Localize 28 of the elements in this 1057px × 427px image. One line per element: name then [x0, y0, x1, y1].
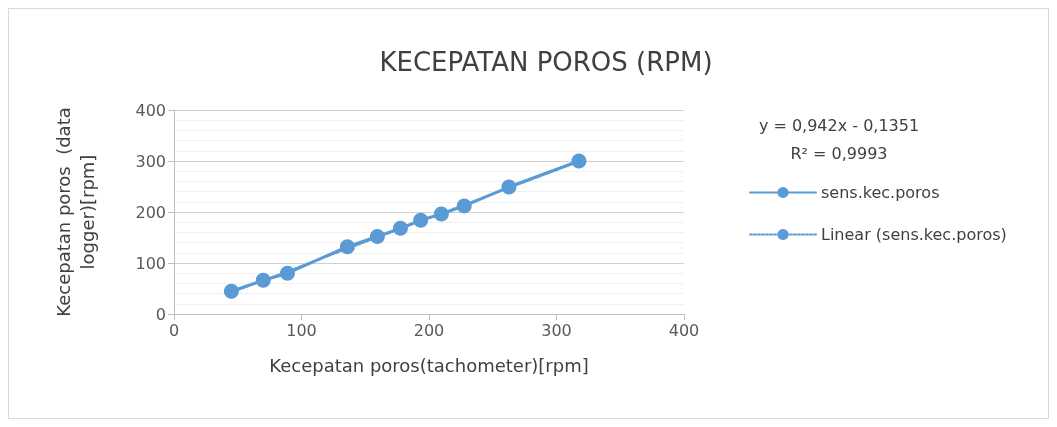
point — [339, 239, 355, 255]
chart-title: KECEPATAN POROS (RPM) — [379, 47, 713, 77]
y-axis-title: Kecepatan poros (data logger)[rpm] — [52, 107, 98, 317]
point — [279, 265, 295, 281]
x-tick-label: 200 — [413, 320, 445, 340]
point — [456, 198, 472, 214]
x-tick-label: 100 — [286, 320, 317, 340]
legend-label: sens.kec.poros — [821, 183, 940, 202]
point — [433, 206, 449, 222]
point — [501, 179, 517, 195]
y-tick-label: 400 — [135, 100, 166, 120]
x-axis-title: Kecepatan poros(tachometer)[rpm] — [269, 354, 589, 376]
y-tick-label: 0 — [155, 304, 166, 324]
y-tick-label: 100 — [135, 253, 166, 273]
text: y = 0,942x - 0,1351 — [758, 115, 920, 135]
point — [392, 220, 408, 236]
point — [369, 228, 385, 244]
y-tick-label: 300 — [135, 151, 166, 171]
x-tick-label: 300 — [541, 320, 572, 340]
legend-label: Linear (sens.kec.poros) — [821, 225, 1007, 244]
x-tick-label: 400 — [668, 320, 700, 340]
point — [255, 272, 271, 288]
point — [571, 153, 587, 169]
point — [413, 212, 429, 228]
text: R² = 0,9993 — [790, 143, 888, 163]
point — [223, 283, 239, 299]
y-tick-label: 200 — [135, 202, 166, 222]
x-tick-label: 0 — [168, 320, 180, 340]
